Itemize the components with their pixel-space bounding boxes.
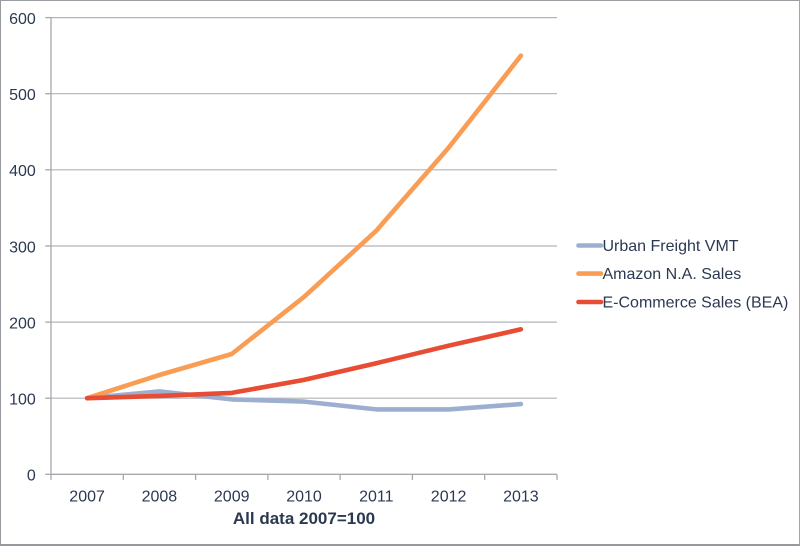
svg-text:300: 300 (9, 239, 36, 256)
svg-text:2013: 2013 (503, 489, 539, 506)
svg-text:E-Commerce Sales (BEA): E-Commerce Sales (BEA) (603, 295, 789, 312)
svg-text:600: 600 (9, 11, 36, 28)
svg-text:2010: 2010 (286, 489, 322, 506)
svg-text:2008: 2008 (142, 489, 178, 506)
svg-text:2012: 2012 (431, 489, 467, 506)
svg-text:0: 0 (27, 468, 36, 485)
svg-text:500: 500 (9, 87, 36, 104)
svg-text:100: 100 (9, 392, 36, 409)
svg-text:400: 400 (9, 163, 36, 180)
svg-text:2009: 2009 (214, 489, 250, 506)
svg-text:200: 200 (9, 316, 36, 333)
svg-text:All data 2007=100: All data 2007=100 (233, 509, 375, 528)
svg-text:Urban Freight VMT: Urban Freight VMT (603, 238, 739, 255)
svg-text:2011: 2011 (359, 489, 394, 506)
svg-text:Amazon N.A. Sales: Amazon N.A. Sales (603, 266, 742, 283)
svg-text:2007: 2007 (69, 489, 105, 506)
